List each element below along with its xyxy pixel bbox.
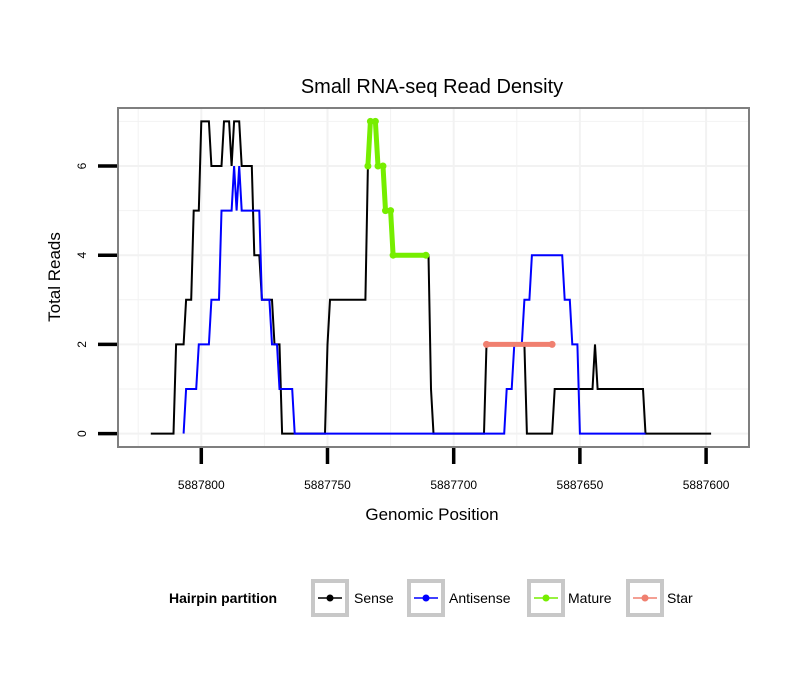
legend-dot-mature [542,594,550,602]
x-tick-label: 5887600 [683,478,730,492]
series-mature-point [389,251,397,259]
series-star-point [548,340,556,348]
series-antisense-line [182,165,646,435]
y-tick-label: 4 [75,252,89,259]
legend-dot-antisense [422,594,430,602]
x-axis-title: Genomic Position [365,505,498,524]
legend-label-sense: Sense [354,590,394,606]
y-tick-label: 6 [75,162,89,169]
plot-panel [117,107,750,448]
y-tick-label: 2 [75,341,89,348]
x-axis: 5887800 5887750 5887700 5887650 5887600 [178,448,730,492]
chart-title: Small RNA-seq Read Density [301,76,563,98]
legend-dot-star [641,594,649,602]
legend-label-antisense: Antisense [449,590,511,606]
y-tick-label: 0 [75,430,89,437]
x-tick-label: 5887700 [430,478,477,492]
legend-title: Hairpin partition [169,590,277,606]
legend-dot-sense [326,594,334,602]
legend-label-mature: Mature [568,590,612,606]
series-mature-point [366,117,374,125]
grid-lines [119,109,748,446]
x-tick-label: 5887650 [557,478,604,492]
series-mature-point [382,207,389,215]
y-axis: 0 2 4 6 [75,162,117,437]
series-mature-point [374,162,382,170]
series-mature-point [379,162,387,170]
legend: Hairpin partition Sense Antisense Mature… [169,579,693,617]
series-layer [150,117,712,435]
y-axis-title: Total Reads [45,232,64,322]
series-mature-point [422,251,430,259]
series-mature-point [364,162,372,170]
x-tick-label: 5887800 [178,478,225,492]
legend-label-star: Star [667,590,693,606]
series-mature-point [387,207,395,215]
series-star-point [483,340,490,348]
x-tick-label: 5887750 [304,478,351,492]
series-mature-point [371,117,379,125]
